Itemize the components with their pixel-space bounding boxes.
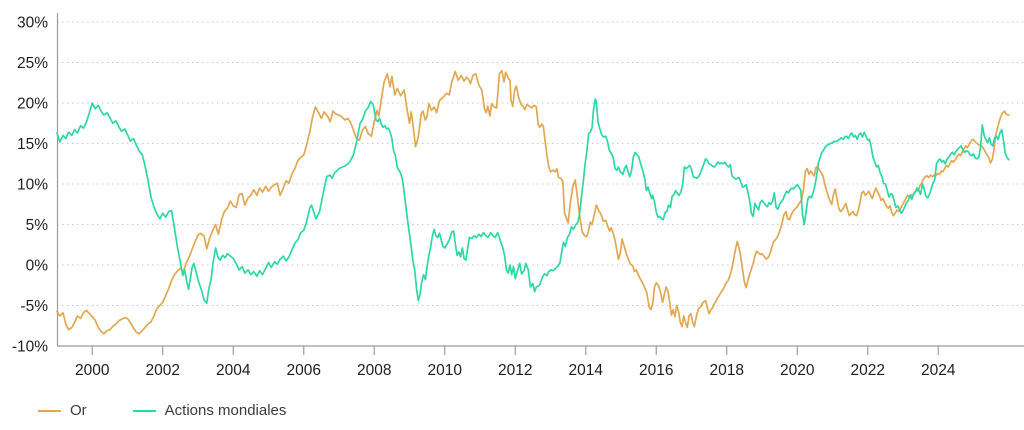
x-axis-tick-labels: 2000 2002 2004 2006 2008 2010 2012 2014 2016 2018… xyxy=(75,362,956,379)
legend: Or Actions mondiales xyxy=(38,402,286,420)
x-tick-label: 2000 xyxy=(75,362,110,379)
legend-item-or: Or xyxy=(38,402,87,420)
y-tick-label: 20% xyxy=(17,96,48,113)
axes xyxy=(56,13,1024,355)
or-line-swatch-icon xyxy=(38,410,61,412)
y-tick-label: 25% xyxy=(17,55,48,72)
x-tick-label: 2018 xyxy=(710,362,744,379)
x-tick-label: 2022 xyxy=(851,362,885,379)
x-tick-label: 2020 xyxy=(780,362,815,379)
x-tick-label: 2006 xyxy=(287,362,321,379)
y-tick-label: 0% xyxy=(26,258,49,275)
y-tick-label: 15% xyxy=(17,136,48,153)
x-tick-label: 2024 xyxy=(921,362,956,379)
x-tick-label: 2002 xyxy=(146,362,180,379)
chart-canvas: 30%25%20%15%10%5%0%-5%-10% 2000 2002 2004 2… xyxy=(12,13,1024,379)
series-line-or xyxy=(56,69,1010,335)
legend-label-or: Or xyxy=(70,402,87,419)
x-tick-label: 2016 xyxy=(639,362,673,379)
y-tick-label: -5% xyxy=(20,298,48,315)
x-tick-label: 2012 xyxy=(498,362,532,379)
series-line-actions-mondiales xyxy=(56,98,1010,304)
actions-mondiales-line-swatch-icon xyxy=(132,410,156,412)
y-tick-label: 10% xyxy=(17,177,48,194)
y-tick-label: -10% xyxy=(12,339,48,356)
x-tick-label: 2004 xyxy=(216,362,251,379)
legend-label-actions-mondiales: Actions mondiales xyxy=(164,402,287,419)
x-tick-label: 2008 xyxy=(357,362,391,379)
rolling-returns-chart: 30% 25% 20% 15% 10% 5% 0% -5% -10% 2000 2002 2004 2… xyxy=(12,13,1024,379)
x-tick-label: 2010 xyxy=(428,362,463,379)
y-axis-tick-labels: 30% 25% 20% 15% 10% 5% 0% -5% -10% xyxy=(12,15,48,356)
x-tick-label: 2014 xyxy=(569,362,604,379)
y-tick-label: 5% xyxy=(26,217,49,234)
legend-item-actions-mondiales: Actions mondiales xyxy=(132,402,287,420)
y-tick-label: 30% xyxy=(17,15,48,32)
data-series-lines xyxy=(56,69,1010,335)
gridlines xyxy=(57,21,1024,306)
